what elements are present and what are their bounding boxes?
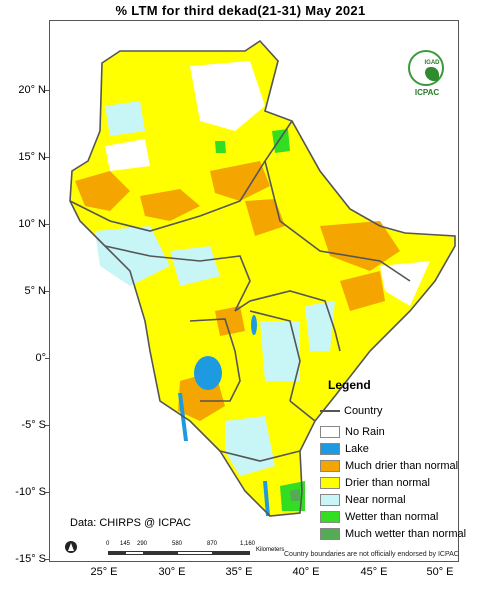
legend-label: Near normal: [345, 493, 406, 506]
no-rain-area: [105, 139, 150, 171]
region-landmass: [70, 41, 455, 516]
axis-tick: [45, 90, 49, 91]
lat-label: 0°: [35, 352, 46, 364]
scale-bar: [108, 551, 250, 555]
data-source: Data: CHIRPS @ ICPAC: [70, 517, 191, 529]
near-normal-area: [305, 301, 335, 351]
legend-label: No Rain: [345, 425, 385, 438]
legend-item: Drier than normal: [320, 474, 470, 491]
lake-turkana: [251, 315, 257, 335]
axis-tick: [45, 425, 49, 426]
lon-label: 45° E: [360, 566, 388, 578]
axis-tick: [45, 157, 49, 158]
legend-item: Lake: [320, 440, 470, 457]
logo-emblem: IGAD: [408, 50, 444, 86]
scale-segment: [109, 552, 126, 554]
axis-tick: [45, 492, 49, 493]
scale-unit: Kilometers: [256, 547, 285, 553]
lake-malawi: [263, 481, 270, 516]
legend-item: Wetter than normal: [320, 508, 470, 525]
africa-map-icon: [425, 67, 439, 81]
lat-label: 20° N: [18, 84, 46, 96]
wetter-area: [272, 129, 290, 153]
scale-segment: [212, 552, 249, 554]
lat-label: 5° N: [24, 285, 46, 297]
lake-victoria: [194, 356, 222, 390]
legend-label: Drier than normal: [345, 476, 430, 489]
much-drier-area: [320, 221, 400, 271]
legend-item: Near normal: [320, 491, 470, 508]
axis-tick: [45, 291, 49, 292]
axis-tick: [45, 224, 49, 225]
much-drier-area: [215, 306, 245, 336]
legend-swatch: [320, 442, 340, 455]
lat-label: 15° N: [18, 151, 46, 163]
legend-swatch: [320, 425, 340, 438]
legend-item: No Rain: [320, 423, 470, 440]
legend-label: Lake: [345, 442, 369, 455]
axis-tick: [45, 559, 49, 560]
much-drier-area: [75, 171, 130, 211]
map-title: % LTM for third dekad(21-31) May 2021: [115, 3, 366, 18]
map-legend: Legend Country No Rain Lake Much drier t…: [320, 378, 470, 542]
legend-swatch: [320, 493, 340, 506]
lon-label: 35° E: [225, 566, 253, 578]
scale-tick-label: 870: [207, 541, 218, 547]
much-drier-area: [245, 199, 285, 236]
logo-top-text: IGAD: [424, 60, 440, 66]
lat-label: -10° S: [15, 486, 46, 498]
scale-tick-label: 290: [137, 541, 148, 547]
no-rain-area: [380, 261, 430, 306]
legend-swatch: [320, 409, 340, 412]
legend-label: Country: [344, 404, 383, 417]
region-map: [69, 39, 456, 517]
much-drier-area: [210, 161, 270, 201]
legend-swatch: [320, 527, 340, 540]
scale-tick-label: 580: [172, 541, 183, 547]
map-frame: [49, 20, 459, 562]
near-normal-area: [260, 321, 300, 381]
legend-label: Much wetter than normal: [345, 527, 467, 540]
legend-label: Wetter than normal: [345, 510, 439, 523]
legend-item: Country: [320, 402, 470, 419]
near-normal-area: [105, 101, 145, 136]
legend-title: Legend: [328, 378, 371, 392]
legend-label: Much drier than normal: [345, 459, 459, 472]
legend-item: Much drier than normal: [320, 457, 470, 474]
igad-logo: IGAD ICPAC: [404, 50, 450, 102]
lon-label: 30° E: [158, 566, 186, 578]
scale-tick-label: 1,160: [240, 541, 256, 547]
legend-swatch: [320, 459, 340, 472]
near-normal-area: [170, 246, 220, 286]
lon-label: 25° E: [90, 566, 118, 578]
wetter-area: [215, 141, 226, 153]
no-rain-area: [190, 61, 265, 131]
lat-label: -5° S: [21, 419, 46, 431]
north-arrow-pointer: [68, 543, 74, 551]
much-drier-area: [140, 189, 200, 221]
legend-swatch: [320, 476, 340, 489]
scale-tick-label: 0: [106, 541, 110, 547]
scale-segment: [143, 552, 178, 554]
much-wetter-area: [290, 489, 300, 501]
legend-swatch: [320, 510, 340, 523]
lon-label: 50° E: [426, 566, 454, 578]
lon-label: 40° E: [292, 566, 320, 578]
lat-label: 10° N: [18, 218, 46, 230]
much-drier-area: [340, 271, 385, 311]
disclaimer: Country boundaries are not officially en…: [284, 551, 459, 558]
near-normal-area: [95, 226, 170, 286]
scale-tick-label: 145: [120, 541, 131, 547]
legend-item: Much wetter than normal: [320, 525, 470, 542]
lat-label: -15° S: [15, 553, 46, 565]
logo-label: ICPAC: [414, 88, 440, 97]
axis-tick: [45, 358, 49, 359]
country-boundaries: [69, 39, 456, 517]
